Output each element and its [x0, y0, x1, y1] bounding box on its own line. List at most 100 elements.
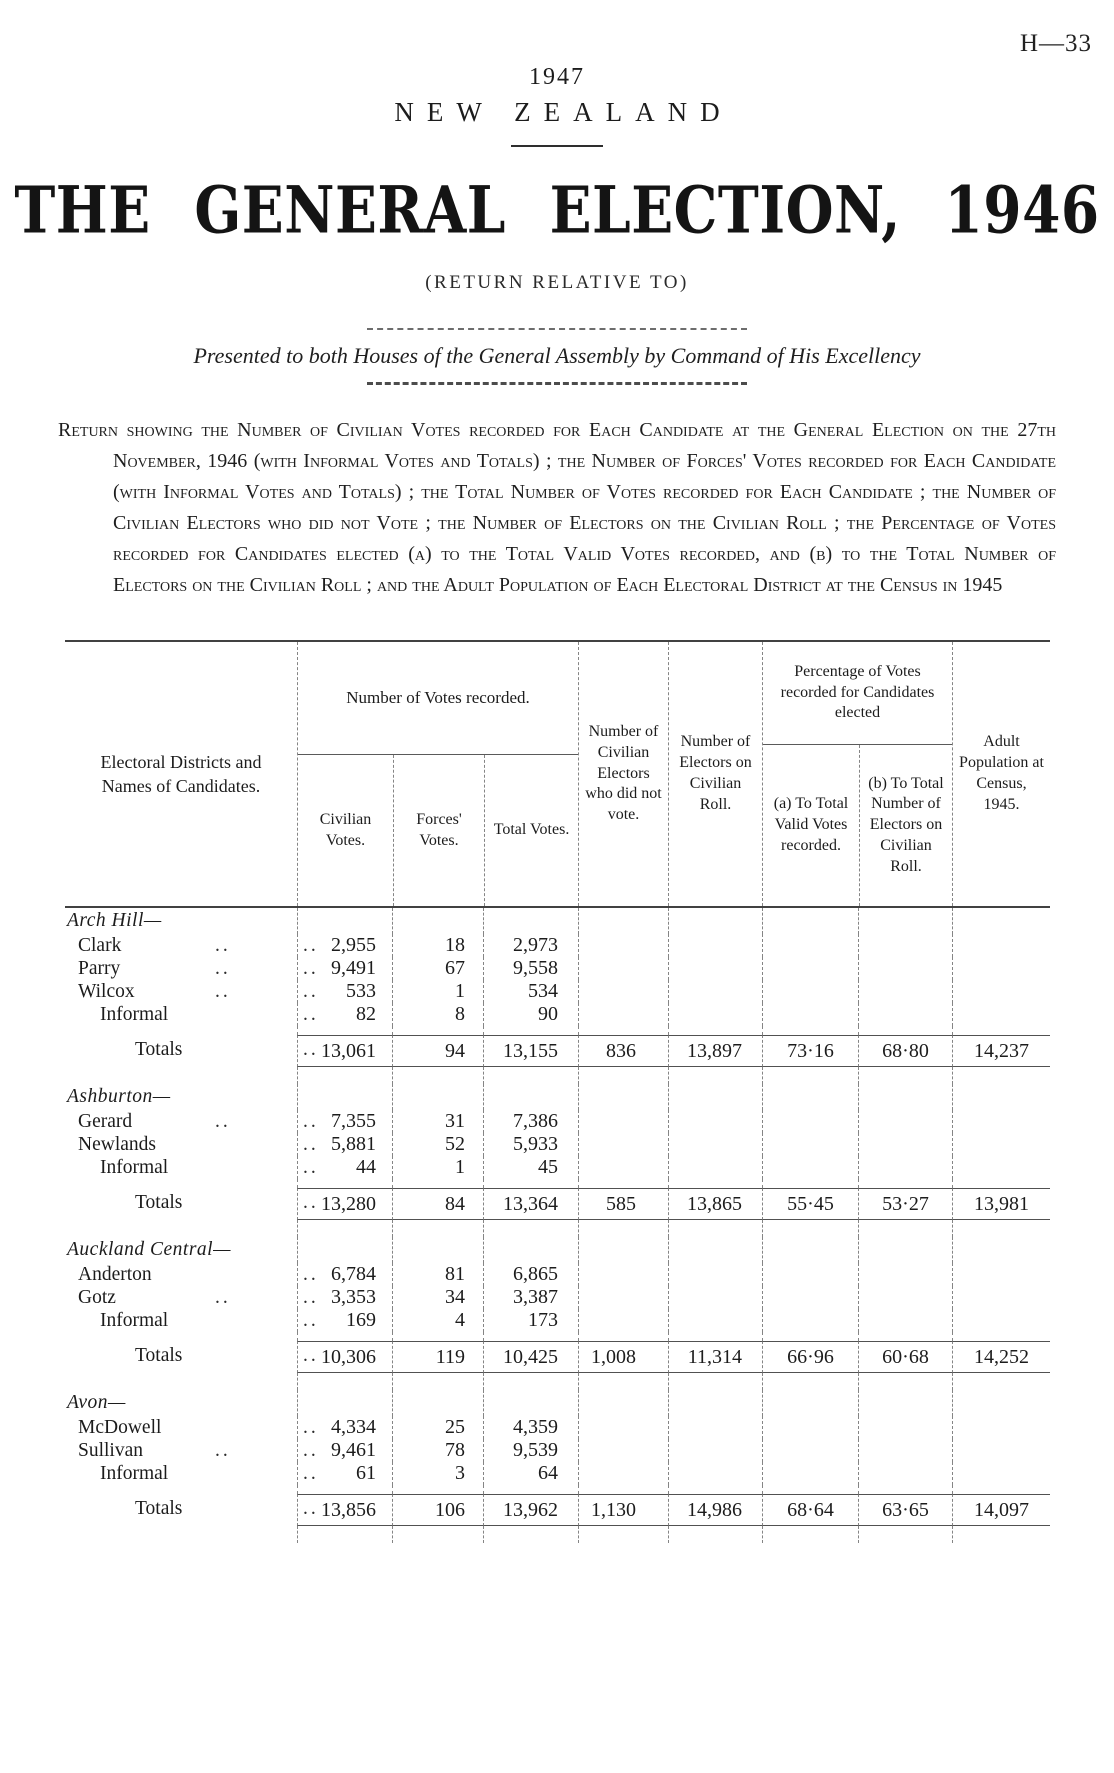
name-cell: Avon— [65, 1390, 297, 1416]
cell-adult_population [952, 1110, 1050, 1133]
cell-pct_valid [762, 908, 858, 934]
cell-electors_roll [668, 1309, 762, 1332]
cell-did_not_vote [578, 1373, 668, 1390]
cell-total: 9,558 [483, 957, 578, 980]
header-group-percentage: Percentage of Votes recorded for Candida… [762, 642, 952, 906]
cell-total [483, 1390, 578, 1416]
candidate-row: McDowell.. 4,334 25 4,359 [65, 1416, 1050, 1439]
name-cell: Totals.. [65, 1035, 316, 1067]
cell-electors_roll [668, 1220, 762, 1237]
cell-pct_roll [858, 1286, 952, 1309]
dot-leader: .. [303, 1345, 319, 1366]
cell-total [483, 1084, 578, 1110]
header-electors-on-roll: Number of Electors on Civilian Roll. [668, 642, 762, 906]
name-cell: Totals.. [65, 1494, 316, 1526]
cell-pct_valid [762, 1237, 858, 1263]
spacer-row [65, 1220, 1050, 1237]
name-cell: Auckland Central— [65, 1237, 297, 1263]
district-name: Auckland Central— [67, 1239, 231, 1260]
cell-adult_population: 14,252 [952, 1341, 1050, 1373]
cell-did_not_vote [578, 1156, 668, 1179]
heading-rule [511, 145, 603, 147]
dot-leader: .. [215, 935, 231, 956]
cell-civilian: 9,461 [297, 1439, 392, 1462]
dot-leader: .. [303, 981, 319, 1002]
district-row: Arch Hill— [65, 908, 1050, 934]
cell-total: 9,539 [483, 1439, 578, 1462]
cell-did_not_vote [578, 1309, 668, 1332]
header-did-not-vote: Number of Civilian Electors who did not … [578, 642, 668, 906]
cell-electors_roll [668, 980, 762, 1003]
totals-label: Totals [135, 1192, 183, 1213]
header-pct-electors-roll: (b) To Total Number of Electors on Civil… [859, 745, 952, 906]
candidate-row: Gerard.... 7,355 31 7,386 [65, 1110, 1050, 1133]
cell-forces: 106 [392, 1494, 483, 1526]
cell-pct_valid [762, 1309, 858, 1332]
cell-forces: 18 [392, 934, 483, 957]
candidate-row: Informal.. 169 4 173 [65, 1309, 1050, 1332]
cell-pct_roll [858, 1133, 952, 1156]
candidate-row: Wilcox.... 533 1 534 [65, 980, 1050, 1003]
cell-electors_roll [668, 1084, 762, 1110]
cell-civilian: 13,280 [297, 1188, 392, 1220]
cell-electors_roll [668, 1332, 762, 1341]
cell-total: 3,387 [483, 1286, 578, 1309]
cell-adult_population [952, 1263, 1050, 1286]
cell-electors_roll: 13,897 [668, 1035, 762, 1067]
cell-did_not_vote [578, 1133, 668, 1156]
cell-total: 7,386 [483, 1110, 578, 1133]
cell-did_not_vote [578, 1332, 668, 1341]
cell-electors_roll: 14,986 [668, 1494, 762, 1526]
cell-electors_roll [668, 1110, 762, 1133]
cell-adult_population [952, 1133, 1050, 1156]
cell-pct_roll [858, 1003, 952, 1026]
presentation-line: Presented to both Houses of the General … [193, 343, 921, 368]
cell-civilian [297, 1485, 392, 1494]
cell-did_not_vote [578, 1439, 668, 1462]
cell-civilian: 10,306 [297, 1341, 392, 1373]
cell-total: 13,155 [483, 1035, 578, 1067]
candidate-name: Newlands [78, 1134, 156, 1155]
district-row: Ashburton— [65, 1084, 1050, 1110]
cell-civilian: 9,491 [297, 957, 392, 980]
cell-adult_population [952, 1373, 1050, 1390]
cell-did_not_vote [578, 934, 668, 957]
cell-adult_population: 13,981 [952, 1188, 1050, 1220]
return-description-paragraph: Return showing the Number of Civilian Vo… [58, 419, 1056, 596]
header-pct-valid-votes: (a) To Total Valid Votes recorded. [773, 795, 849, 854]
candidate-row: Anderton.. 6,784 81 6,865 [65, 1263, 1050, 1286]
candidate-row: Informal.. 61 3 64 [65, 1462, 1050, 1485]
cell-adult_population [952, 980, 1050, 1003]
cell-pct_roll [858, 1067, 952, 1084]
cell-electors_roll [668, 1390, 762, 1416]
cell-pct_valid [762, 1110, 858, 1133]
cell-electors_roll: 11,314 [668, 1341, 762, 1373]
cell-pct_valid [762, 1286, 858, 1309]
cell-adult_population [952, 1439, 1050, 1462]
cell-forces [392, 1067, 483, 1084]
cell-electors_roll [668, 957, 762, 980]
name-cell [65, 1067, 297, 1084]
cell-did_not_vote [578, 1286, 668, 1309]
cell-pct_roll [858, 1485, 952, 1494]
name-cell: Informal.. [65, 1003, 316, 1026]
cell-pct_valid [762, 980, 858, 1003]
name-cell: Totals.. [65, 1341, 316, 1373]
cell-pct_valid [762, 1416, 858, 1439]
spacer-row [65, 1179, 1050, 1188]
cell-electors_roll [668, 1439, 762, 1462]
cell-pct_roll [858, 1263, 952, 1286]
cell-did_not_vote: 1,130 [578, 1494, 668, 1526]
candidate-row: Informal.. 44 1 45 [65, 1156, 1050, 1179]
cell-pct_roll: 53·27 [858, 1188, 952, 1220]
cell-forces [392, 1390, 483, 1416]
publication-year: 1947 [529, 64, 585, 90]
name-cell: Parry.... [65, 957, 316, 980]
cell-did_not_vote: 1,008 [578, 1341, 668, 1373]
cell-total: 90 [483, 1003, 578, 1026]
dot-leader: .. [303, 1134, 319, 1155]
cell-civilian [297, 1026, 392, 1035]
cell-pct_roll [858, 908, 952, 934]
cell-civilian: 7,355 [297, 1110, 392, 1133]
